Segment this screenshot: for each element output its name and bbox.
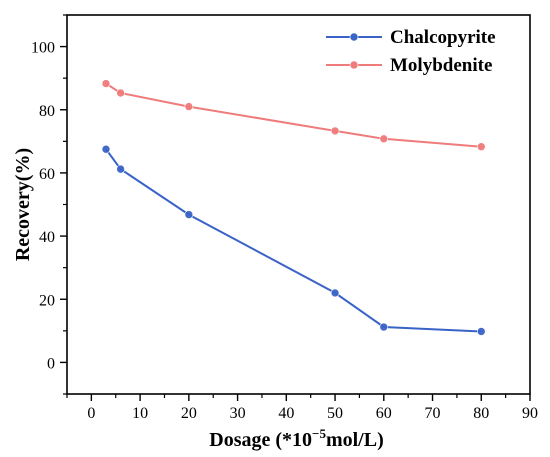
y-tick-label: 40 xyxy=(39,229,55,246)
y-tick-label: 0 xyxy=(47,355,55,372)
x-tick-label: 20 xyxy=(181,405,197,422)
x-tick-label: 0 xyxy=(87,405,95,422)
data-point xyxy=(379,322,389,332)
series-molybdenite xyxy=(101,79,486,152)
y-tick-label: 80 xyxy=(39,103,55,120)
legend-swatch-marker xyxy=(349,60,359,70)
series-chalcopyrite xyxy=(101,144,486,336)
data-point xyxy=(184,102,194,111)
series-layer xyxy=(101,79,486,336)
x-tick-label: 10 xyxy=(132,405,148,422)
x-axis-title-suffix: mol/L) xyxy=(326,429,384,451)
data-point xyxy=(379,134,389,144)
legend-label: Chalcopyrite xyxy=(390,27,496,48)
data-point xyxy=(476,142,486,152)
data-point xyxy=(116,88,125,98)
x-axis-title: Dosage (*10−5mol/L) xyxy=(209,426,383,451)
y-axis-title: Recovery(%) xyxy=(12,148,34,261)
x-axis-title-main: Dosage (*10 xyxy=(209,429,312,451)
x-tick-label: 60 xyxy=(376,405,392,422)
series-line xyxy=(105,148,482,333)
x-tick-label: 30 xyxy=(230,405,246,422)
y-tick-label: 60 xyxy=(39,166,55,183)
x-tick-label: 50 xyxy=(327,405,343,422)
data-point xyxy=(101,144,111,154)
legend: Chalcopyrite Molybdenite xyxy=(326,27,496,76)
series-line xyxy=(105,82,482,148)
data-point xyxy=(330,126,340,136)
y-tick-label: 20 xyxy=(39,292,55,309)
data-point xyxy=(184,210,194,219)
data-point xyxy=(116,164,125,174)
legend-swatch-marker xyxy=(349,32,359,42)
x-tick-label: 40 xyxy=(278,405,294,422)
data-point xyxy=(101,79,111,88)
data-point xyxy=(330,288,340,298)
axes: 0 10 20 30 40 50 60 70 80 90 0 20 40 60 80 100 xyxy=(31,14,538,422)
x-tick-label: 90 xyxy=(522,405,538,422)
data-point xyxy=(476,327,486,336)
x-tick-label: 80 xyxy=(473,405,489,422)
legend-label: Molybdenite xyxy=(390,55,492,76)
x-tick-label: 70 xyxy=(425,405,441,422)
x-axis-title-exponent: −5 xyxy=(312,426,326,441)
y-tick-label: 100 xyxy=(31,40,55,57)
